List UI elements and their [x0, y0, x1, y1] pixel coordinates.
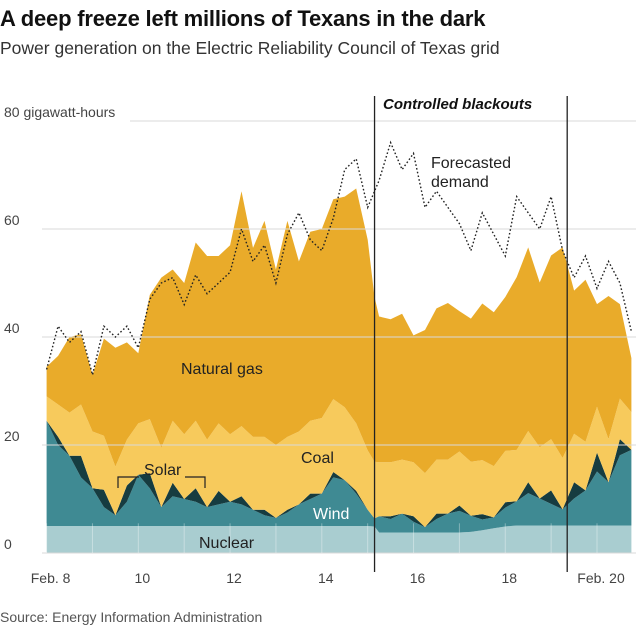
- forecasted-demand-line: [45, 140, 633, 375]
- solar-label: Solar: [144, 462, 182, 479]
- chart-title: A deep freeze left millions of Texans in…: [0, 6, 486, 31]
- x-axis-labels: Feb. 8 10 12 14 16 18 Feb. 20: [31, 570, 625, 586]
- coal-area: [46, 396, 632, 528]
- natural-gas-label: Natural gas: [181, 361, 263, 378]
- forecasted-demand-layer: [45, 140, 633, 375]
- wind-label: Wind: [313, 506, 349, 523]
- solar-bracket: [117, 476, 206, 488]
- x-tick-label-12: 12: [226, 570, 242, 586]
- coal-label: Coal: [301, 450, 334, 467]
- solar-area: [46, 420, 632, 528]
- natural-gas-area: [46, 188, 632, 474]
- stacked-areas: [46, 188, 632, 553]
- forecast-label-line2: demand: [431, 174, 489, 191]
- y-tick-label-0: 0: [4, 536, 12, 552]
- wind-area: [46, 420, 632, 533]
- x-tick-label-8: Feb. 8: [31, 570, 71, 586]
- source-note: Source: Energy Information Administratio…: [0, 609, 263, 625]
- y-tick-label-40: 40: [4, 320, 20, 336]
- y-tick-label-60: 60: [4, 212, 20, 228]
- forecast-label-line1: Forecasted: [431, 155, 511, 172]
- blackout-label: Controlled blackouts: [383, 96, 532, 113]
- y-tick-label-80: 80 gigawatt-hours: [4, 104, 115, 120]
- power-generation-chart: 0 20 40 60 80 gigawatt-hours Feb. 8 10 12 14 16 1…: [4, 96, 636, 586]
- series-labels: Controlled blackouts Forecasted demand N…: [117, 96, 532, 552]
- y-tick-label-20: 20: [4, 428, 20, 444]
- x-day-ticks: [46, 523, 598, 553]
- nuclear-label: Nuclear: [199, 535, 255, 552]
- x-tick-label-14: 14: [318, 570, 334, 586]
- y-axis-labels: 0 20 40 60 80 gigawatt-hours: [4, 104, 115, 552]
- x-tick-label-18: 18: [501, 570, 517, 586]
- x-tick-label-16: 16: [410, 570, 426, 586]
- x-tick-label-10: 10: [135, 570, 151, 586]
- blackout-markers: [373, 96, 568, 572]
- x-tick-label-20: Feb. 20: [577, 570, 625, 586]
- chart-subtitle: Power generation on the Electric Reliabi…: [0, 38, 500, 58]
- nuclear-area: [46, 525, 632, 553]
- gridlines: [42, 120, 636, 554]
